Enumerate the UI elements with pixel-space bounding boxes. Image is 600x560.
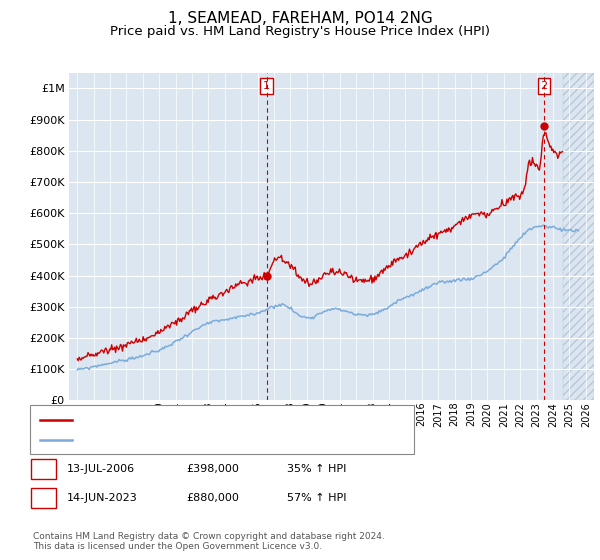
Text: £398,000: £398,000 (186, 464, 239, 474)
Text: 1: 1 (40, 464, 47, 474)
Text: 2: 2 (541, 81, 548, 91)
Text: Contains HM Land Registry data © Crown copyright and database right 2024.
This d: Contains HM Land Registry data © Crown c… (33, 532, 385, 552)
Text: Price paid vs. HM Land Registry's House Price Index (HPI): Price paid vs. HM Land Registry's House … (110, 25, 490, 38)
Text: 1: 1 (263, 81, 270, 91)
Text: 1, SEAMEAD, FAREHAM, PO14 2NG: 1, SEAMEAD, FAREHAM, PO14 2NG (167, 11, 433, 26)
Text: 2: 2 (40, 493, 47, 503)
Text: 14-JUN-2023: 14-JUN-2023 (67, 493, 138, 503)
Text: 1, SEAMEAD, FAREHAM, PO14 2NG (detached house): 1, SEAMEAD, FAREHAM, PO14 2NG (detached … (77, 415, 352, 424)
Text: £880,000: £880,000 (186, 493, 239, 503)
Text: HPI: Average price, detached house, Fareham: HPI: Average price, detached house, Fare… (77, 435, 314, 445)
Text: 13-JUL-2006: 13-JUL-2006 (67, 464, 136, 474)
Text: 57% ↑ HPI: 57% ↑ HPI (287, 493, 346, 503)
Text: 35% ↑ HPI: 35% ↑ HPI (287, 464, 346, 474)
